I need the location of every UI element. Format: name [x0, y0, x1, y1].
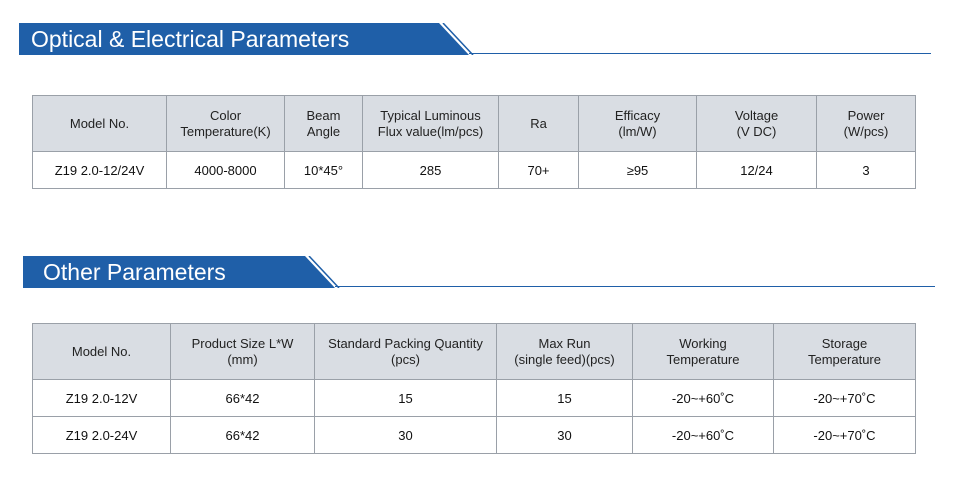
optical-header-rule	[469, 53, 931, 54]
column-header-text: Ra	[530, 115, 547, 131]
header-slant-decoration	[283, 256, 340, 288]
column-header: Model No.	[32, 95, 167, 152]
column-header-text: Temperature	[808, 351, 881, 367]
column-header-text: Typical Luminous	[380, 107, 481, 123]
table-cell: -20~+60˚C	[632, 416, 774, 454]
table-cell: 4000-8000	[166, 151, 285, 189]
table-cell: 30	[314, 416, 497, 454]
table-cell: -20~+60˚C	[632, 379, 774, 417]
column-header-text: Color	[209, 107, 242, 123]
column-header-text: Temperature(K)	[180, 123, 271, 139]
other-section-title: Other Parameters	[23, 256, 285, 288]
table-cell: 15	[314, 379, 497, 417]
table-cell: ≥95	[578, 151, 697, 189]
table-cell: Z19 2.0-24V	[32, 416, 171, 454]
column-header: Beam Angle	[284, 95, 363, 152]
column-header-text: Efficacy	[614, 107, 661, 123]
column-header-text: (pcs)	[391, 351, 420, 367]
column-header-text: (lm/W)	[618, 123, 657, 139]
other-header-row: Model No. Product Size L*W (mm) Standard Pa…	[32, 323, 916, 380]
column-header: Max Run (single feed)(pcs)	[496, 323, 633, 380]
column-header-text: (W/pcs)	[843, 123, 889, 139]
table-cell: 12/24	[696, 151, 817, 189]
optical-section-header: Optical & Electrical Parameters	[19, 23, 931, 55]
table-cell: 10*45°	[284, 151, 363, 189]
column-header-text: Temperature	[666, 351, 740, 367]
table-cell: 70+	[498, 151, 579, 189]
column-header: Power (W/pcs)	[816, 95, 916, 152]
column-header-text: Angle	[306, 123, 341, 139]
column-header-text: (single feed)(pcs)	[514, 351, 615, 367]
table-row: Z19 2.0-24V 66*42 30 30 -20~+60˚C -20~+70˚C	[32, 416, 916, 454]
table-cell: 66*42	[170, 379, 315, 417]
column-header: Product Size L*W (mm)	[170, 323, 315, 380]
table-cell: 66*42	[170, 416, 315, 454]
optical-parameters-table: Model No. Color Temperature(K) Beam Angle Typ…	[32, 95, 916, 189]
column-header: Working Temperature	[632, 323, 774, 380]
column-header-text: Flux value(lm/pcs)	[377, 123, 484, 139]
table-cell: -20~+70˚C	[773, 416, 916, 454]
column-header-text: (V DC)	[736, 123, 777, 139]
column-header: Voltage (V DC)	[696, 95, 817, 152]
column-header: Typical Luminous Flux value(lm/pcs)	[362, 95, 499, 152]
column-header-text: Max Run	[538, 335, 591, 351]
table-row: Z19 2.0-12/24V 4000-8000 10*45° 285 70+ ≥95 12…	[32, 151, 916, 189]
other-parameters-table: Model No. Product Size L*W (mm) Standard Pa…	[32, 323, 916, 454]
column-header-text: Power	[847, 107, 885, 123]
column-header: Model No.	[32, 323, 171, 380]
column-header-text: Model No.	[69, 115, 130, 131]
column-header-text: Product Size L*W	[191, 335, 294, 351]
column-header-text: Storage	[821, 335, 868, 351]
column-header-text: Working	[679, 335, 727, 351]
optical-header-row: Model No. Color Temperature(K) Beam Angle Typ…	[32, 95, 916, 152]
table-cell: 30	[496, 416, 633, 454]
table-cell: 15	[496, 379, 633, 417]
optical-section-title: Optical & Electrical Parameters	[19, 23, 419, 55]
column-header-text: (mm)	[227, 351, 258, 367]
column-header-text: Model No.	[71, 343, 132, 359]
other-header-rule	[335, 286, 935, 287]
table-cell: 285	[362, 151, 499, 189]
header-slant-decoration	[417, 23, 474, 55]
column-header: Storage Temperature	[773, 323, 916, 380]
column-header: Ra	[498, 95, 579, 152]
column-header: Standard Packing Quantity (pcs)	[314, 323, 497, 380]
table-cell: Z19 2.0-12/24V	[32, 151, 167, 189]
table-cell: Z19 2.0-12V	[32, 379, 171, 417]
column-header-text: Voltage	[734, 107, 779, 123]
column-header-text: Standard Packing Quantity	[328, 335, 483, 351]
column-header: Color Temperature(K)	[166, 95, 285, 152]
column-header: Efficacy (lm/W)	[578, 95, 697, 152]
column-header-text: Beam	[306, 107, 341, 123]
other-section-header: Other Parameters	[23, 256, 935, 288]
table-cell: 3	[816, 151, 916, 189]
table-row: Z19 2.0-12V 66*42 15 15 -20~+60˚C -20~+70˚C	[32, 379, 916, 417]
table-cell: -20~+70˚C	[773, 379, 916, 417]
